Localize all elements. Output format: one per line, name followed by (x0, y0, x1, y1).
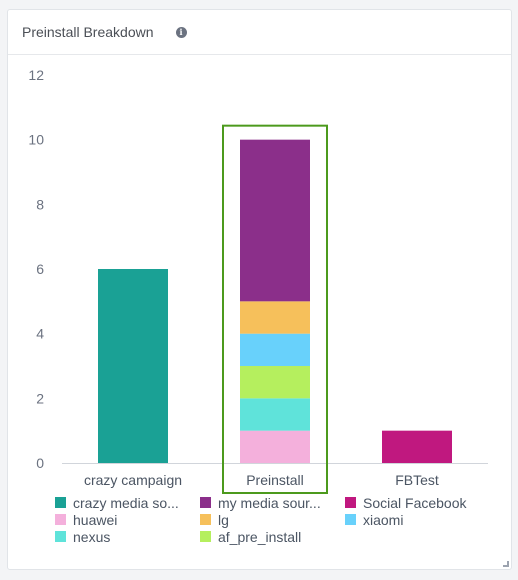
y-tick-label: 0 (36, 455, 44, 471)
legend-swatch (55, 531, 66, 542)
bar-segment[interactable] (98, 269, 168, 463)
bar-segment[interactable] (240, 301, 310, 334)
stacked-bar-chart: 0 2 4 6 8 10 12 crazy campaign Preinstall FBTest (28, 67, 488, 495)
legend-item[interactable]: Social Facebook (345, 494, 495, 511)
legend-item[interactable]: xiaomi (345, 511, 495, 528)
info-icon[interactable]: i (175, 26, 187, 38)
legend-item[interactable]: nexus (55, 528, 200, 545)
legend-label: Social Facebook (363, 494, 467, 511)
legend-item[interactable]: crazy media so... (55, 494, 200, 511)
legend-item[interactable]: lg (200, 511, 345, 528)
y-tick-label: 4 (36, 326, 44, 342)
card-header: Preinstall Breakdown i (8, 10, 511, 55)
legend-swatch (345, 514, 356, 525)
y-tick-label: 10 (28, 132, 44, 148)
legend-label: crazy media so... (73, 494, 179, 511)
legend-swatch (200, 497, 211, 508)
bar-segment[interactable] (240, 430, 310, 463)
legend-swatch (55, 514, 66, 525)
legend-label: lg (218, 511, 229, 528)
legend-label: my media sour... (218, 494, 321, 511)
card-title: Preinstall Breakdown (22, 24, 154, 40)
y-tick-label: 2 (36, 390, 44, 406)
legend-item[interactable]: af_pre_install (200, 528, 345, 545)
bar-segment[interactable] (382, 430, 452, 463)
bar-segment[interactable] (240, 139, 310, 302)
highlight-box (222, 124, 328, 495)
bar-segment[interactable] (240, 398, 310, 431)
resize-handle[interactable] (503, 561, 509, 567)
legend-swatch (200, 531, 211, 542)
legend-label: af_pre_install (218, 528, 302, 545)
legend-item[interactable]: huawei (55, 511, 200, 528)
y-tick-label: 12 (28, 67, 44, 83)
bar-segment[interactable] (240, 366, 310, 399)
bar-segment[interactable] (240, 333, 310, 366)
y-tick-label: 8 (36, 196, 44, 212)
legend-item[interactable]: my media sour... (200, 494, 345, 511)
x-tick-label: crazy campaign (84, 472, 182, 488)
x-tick-label: Preinstall (246, 472, 304, 488)
legend-label: huawei (73, 511, 118, 528)
legend-swatch (200, 514, 211, 525)
x-tick-label: FBTest (395, 472, 439, 488)
legend-label: nexus (73, 528, 111, 545)
chart-legend: crazy media so... my media sour... Social … (55, 494, 495, 545)
legend-label: xiaomi (363, 511, 404, 528)
legend-swatch (55, 497, 66, 508)
legend-swatch (345, 497, 356, 508)
y-tick-label: 6 (36, 261, 44, 277)
